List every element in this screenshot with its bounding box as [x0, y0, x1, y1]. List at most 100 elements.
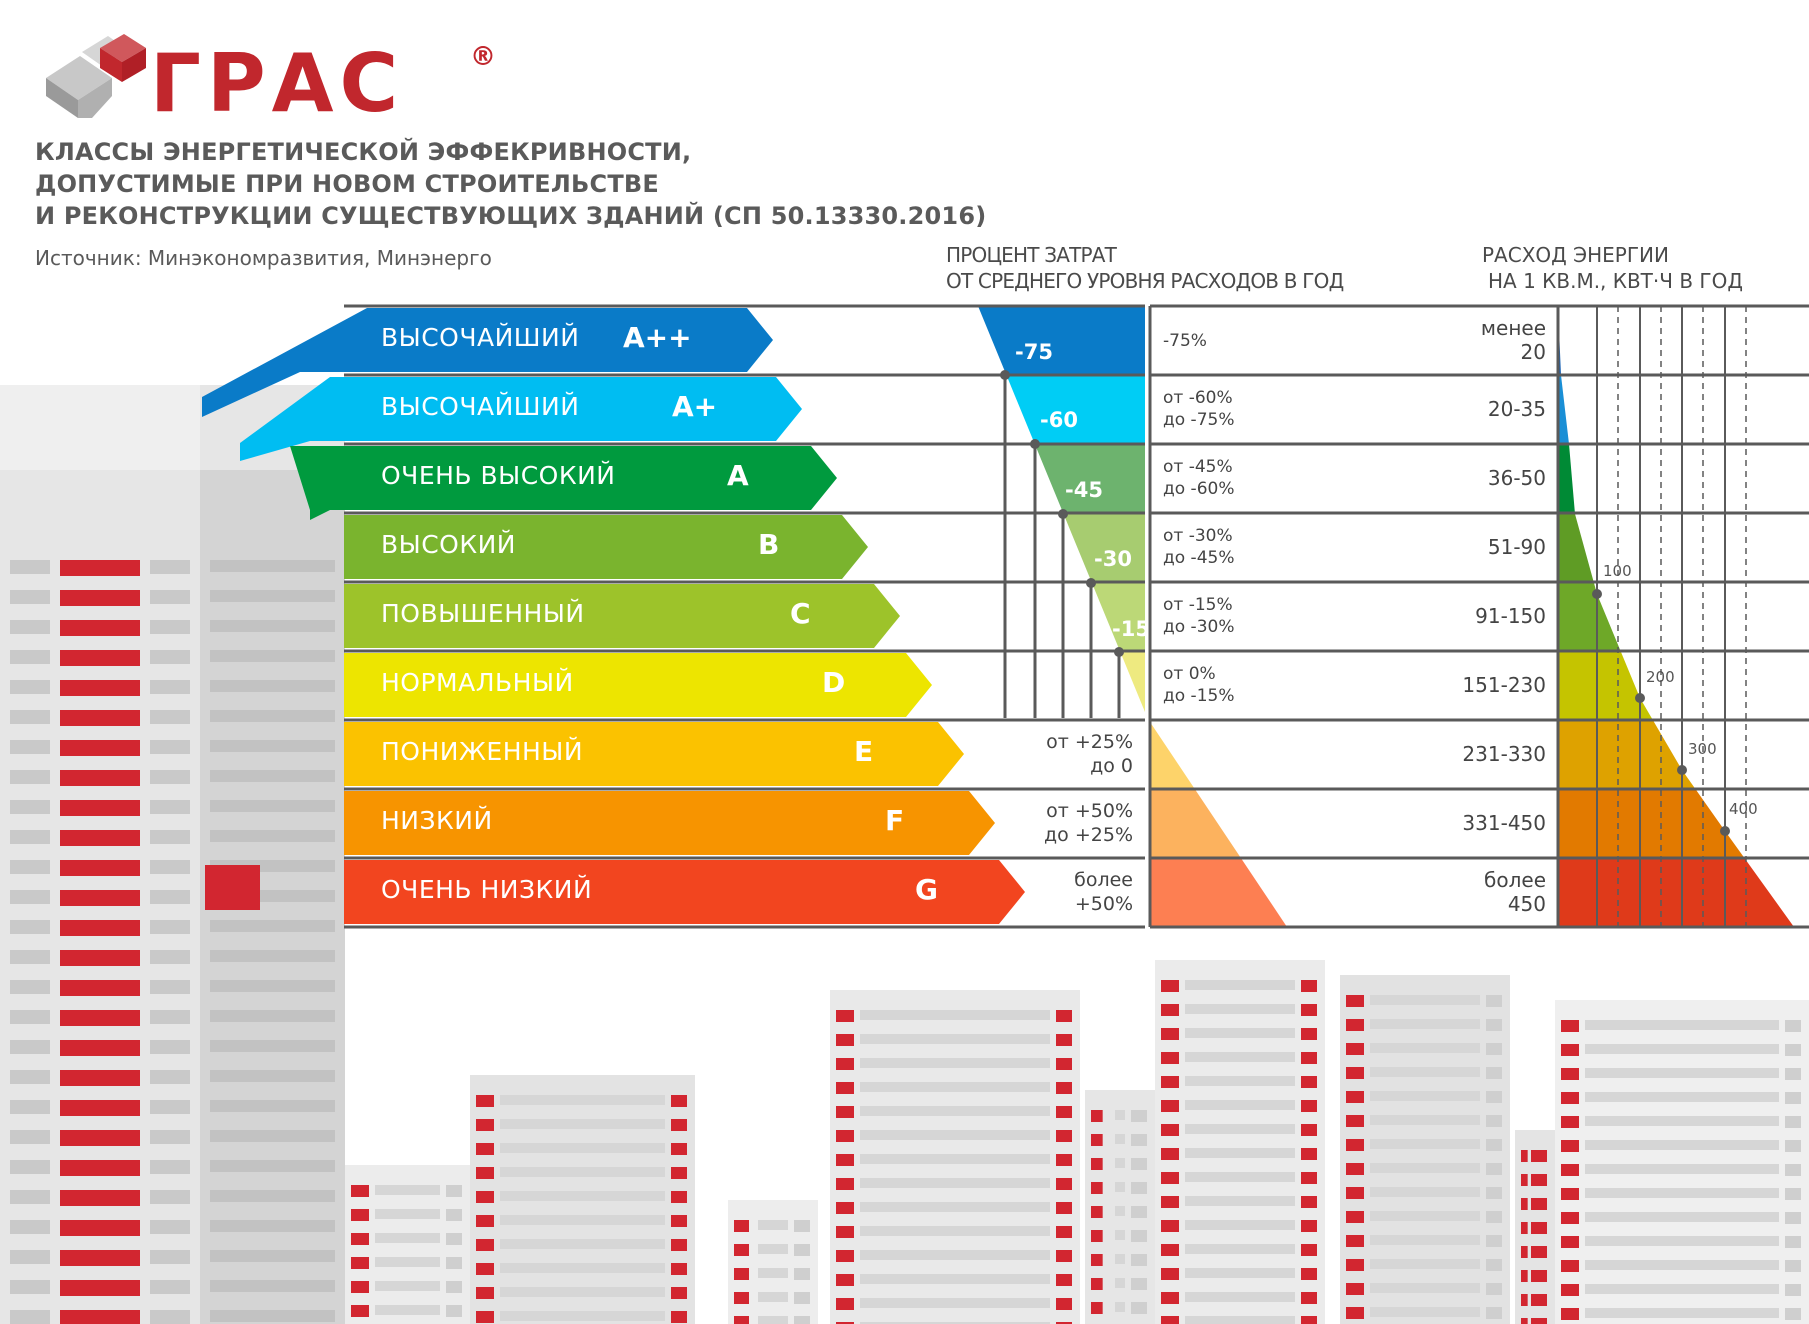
energy-chart-segment: [1558, 651, 1794, 720]
building-window: [1301, 1196, 1317, 1208]
energy-chart-segment: [1558, 858, 1794, 927]
building-window: [1056, 1250, 1072, 1262]
building-red-window: [1161, 1052, 1179, 1064]
building-red-window: [1161, 1100, 1179, 1112]
building-window-band: [1115, 1278, 1125, 1288]
building-window: [150, 1070, 190, 1084]
building-red-window: [60, 620, 140, 636]
building-window: [1301, 1220, 1317, 1232]
building-window-band: [1585, 1092, 1779, 1102]
building-red-window: [1091, 1206, 1103, 1218]
building-window: [150, 920, 190, 934]
building-window: [10, 920, 50, 934]
building-red-sign: [205, 865, 260, 910]
building-red-window: [60, 590, 140, 606]
building-window-band: [1370, 1235, 1480, 1245]
building-window: [1785, 1260, 1801, 1272]
building-red-window: [1561, 1116, 1579, 1128]
building-window: [1531, 1294, 1547, 1306]
building-window-band: [860, 1322, 1050, 1324]
building-window: [1486, 1067, 1502, 1079]
building-window-band: [1185, 1220, 1295, 1230]
building-red-window: [1091, 1278, 1103, 1290]
percent-header-1: ПРОЦЕНТ ЗАТРАТ: [946, 243, 1117, 267]
percent-triangle-segment: [978, 306, 1145, 375]
building-window: [1301, 1244, 1317, 1256]
building-red-window: [836, 1274, 854, 1286]
marker-dot: [1030, 439, 1040, 449]
building-window-band: [1185, 1028, 1295, 1038]
building-window-band: [1370, 1283, 1480, 1293]
building-window: [1785, 1308, 1801, 1320]
building-window-band: [860, 1274, 1050, 1284]
building-window-band: [1115, 1254, 1125, 1264]
building-window-band: [1370, 1259, 1480, 1269]
building-red-window: [836, 1226, 854, 1238]
building-window: [671, 1311, 687, 1323]
building-red-window: [60, 770, 140, 786]
building-window: [1486, 1019, 1502, 1031]
building-window-band: [758, 1220, 788, 1230]
building-window: [1056, 1322, 1072, 1324]
building-window: [1785, 1116, 1801, 1128]
building-red-window: [476, 1167, 494, 1179]
building-window: [1056, 1130, 1072, 1142]
building-red-window: [476, 1143, 494, 1155]
building-red-window: [476, 1095, 494, 1107]
building-window-band: [1370, 1091, 1480, 1101]
building-window-band: [1585, 1044, 1779, 1054]
building-red-window: [1346, 1139, 1364, 1151]
building-window-band: [758, 1316, 788, 1324]
building-window: [1131, 1302, 1147, 1314]
building-window: [1056, 1202, 1072, 1214]
building-window: [1301, 1100, 1317, 1112]
class-letter: C: [790, 597, 811, 630]
building-window: [1056, 1010, 1072, 1022]
building-window: [210, 1040, 335, 1052]
energy-value-text: 151-230: [1462, 673, 1546, 697]
building-window: [794, 1268, 810, 1280]
building-window-band: [758, 1292, 788, 1302]
building-window-band: [1370, 1211, 1480, 1221]
logo-text: ГРАС: [150, 37, 405, 130]
building-window: [1785, 1188, 1801, 1200]
building-window: [210, 680, 335, 692]
energy-chart-segment: [1558, 375, 1794, 444]
percent-change-text: до 0: [1090, 755, 1133, 777]
energy-value-text: менее: [1480, 316, 1546, 340]
building-red-window: [60, 1250, 140, 1266]
building-red-window: [1521, 1294, 1528, 1306]
building-window: [671, 1287, 687, 1299]
percent-header-2: ОТ СРЕДНЕГО УРОВНЯ РАСХОДОВ В ГОД: [946, 269, 1344, 293]
building-window: [210, 830, 335, 842]
building-window: [1486, 1235, 1502, 1247]
class-letter: F: [885, 804, 905, 837]
building-window: [150, 650, 190, 664]
building-red-window: [1161, 1220, 1179, 1232]
building-window: [10, 1010, 50, 1024]
building-window: [1486, 1163, 1502, 1175]
building-window-band: [1585, 1020, 1779, 1030]
energy-value-text: 331-450: [1462, 811, 1546, 835]
percent-range-text: до -75%: [1163, 410, 1235, 430]
building-red-window: [1561, 1260, 1579, 1272]
building-red-window: [60, 830, 140, 846]
building-window: [150, 590, 190, 604]
building-window-band: [1185, 1052, 1295, 1062]
marker-dot: [1086, 578, 1096, 588]
building-window-band: [1370, 1139, 1480, 1149]
building-window: [10, 710, 50, 724]
building-window: [1785, 1044, 1801, 1056]
building-window: [210, 800, 335, 812]
marker-dot: [1058, 509, 1068, 519]
building-red-window: [351, 1281, 369, 1293]
building-window-band: [500, 1095, 665, 1105]
building-red-window: [1161, 1172, 1179, 1184]
building-red-window: [60, 1280, 140, 1296]
building-window: [1056, 1034, 1072, 1046]
building-red-window: [1521, 1318, 1528, 1324]
percent-change-text: до +25%: [1044, 824, 1133, 846]
building-window-band: [860, 1010, 1050, 1020]
building-window: [210, 1160, 335, 1172]
class-letter: A: [727, 459, 749, 492]
